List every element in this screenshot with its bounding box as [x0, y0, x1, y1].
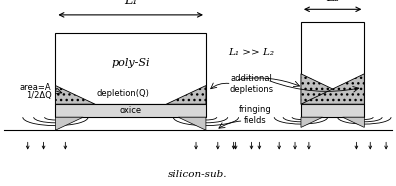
Text: L₁ >> L₂: L₁ >> L₂: [228, 48, 274, 57]
Polygon shape: [301, 74, 364, 104]
Polygon shape: [55, 86, 95, 104]
Text: additional
depletions: additional depletions: [229, 74, 274, 94]
Text: L₂: L₂: [326, 0, 339, 4]
Polygon shape: [301, 74, 364, 104]
Polygon shape: [166, 86, 206, 104]
Bar: [301, 22, 364, 104]
Polygon shape: [343, 117, 364, 127]
Text: depletion(Q): depletion(Q): [96, 89, 149, 97]
Text: L₁: L₁: [124, 0, 137, 7]
Text: fringing
fields: fringing fields: [239, 105, 272, 125]
Polygon shape: [55, 117, 83, 130]
Bar: [55, 104, 206, 117]
Text: area=A: area=A: [20, 83, 51, 92]
Text: 1/2ΔQ: 1/2ΔQ: [26, 91, 51, 100]
Bar: [301, 104, 364, 117]
Text: silicon-sub.: silicon-sub.: [168, 170, 228, 179]
Polygon shape: [301, 117, 323, 127]
Bar: [55, 33, 206, 104]
Text: oxice: oxice: [120, 106, 142, 115]
Polygon shape: [178, 117, 206, 130]
Text: poly-Si: poly-Si: [111, 58, 150, 68]
